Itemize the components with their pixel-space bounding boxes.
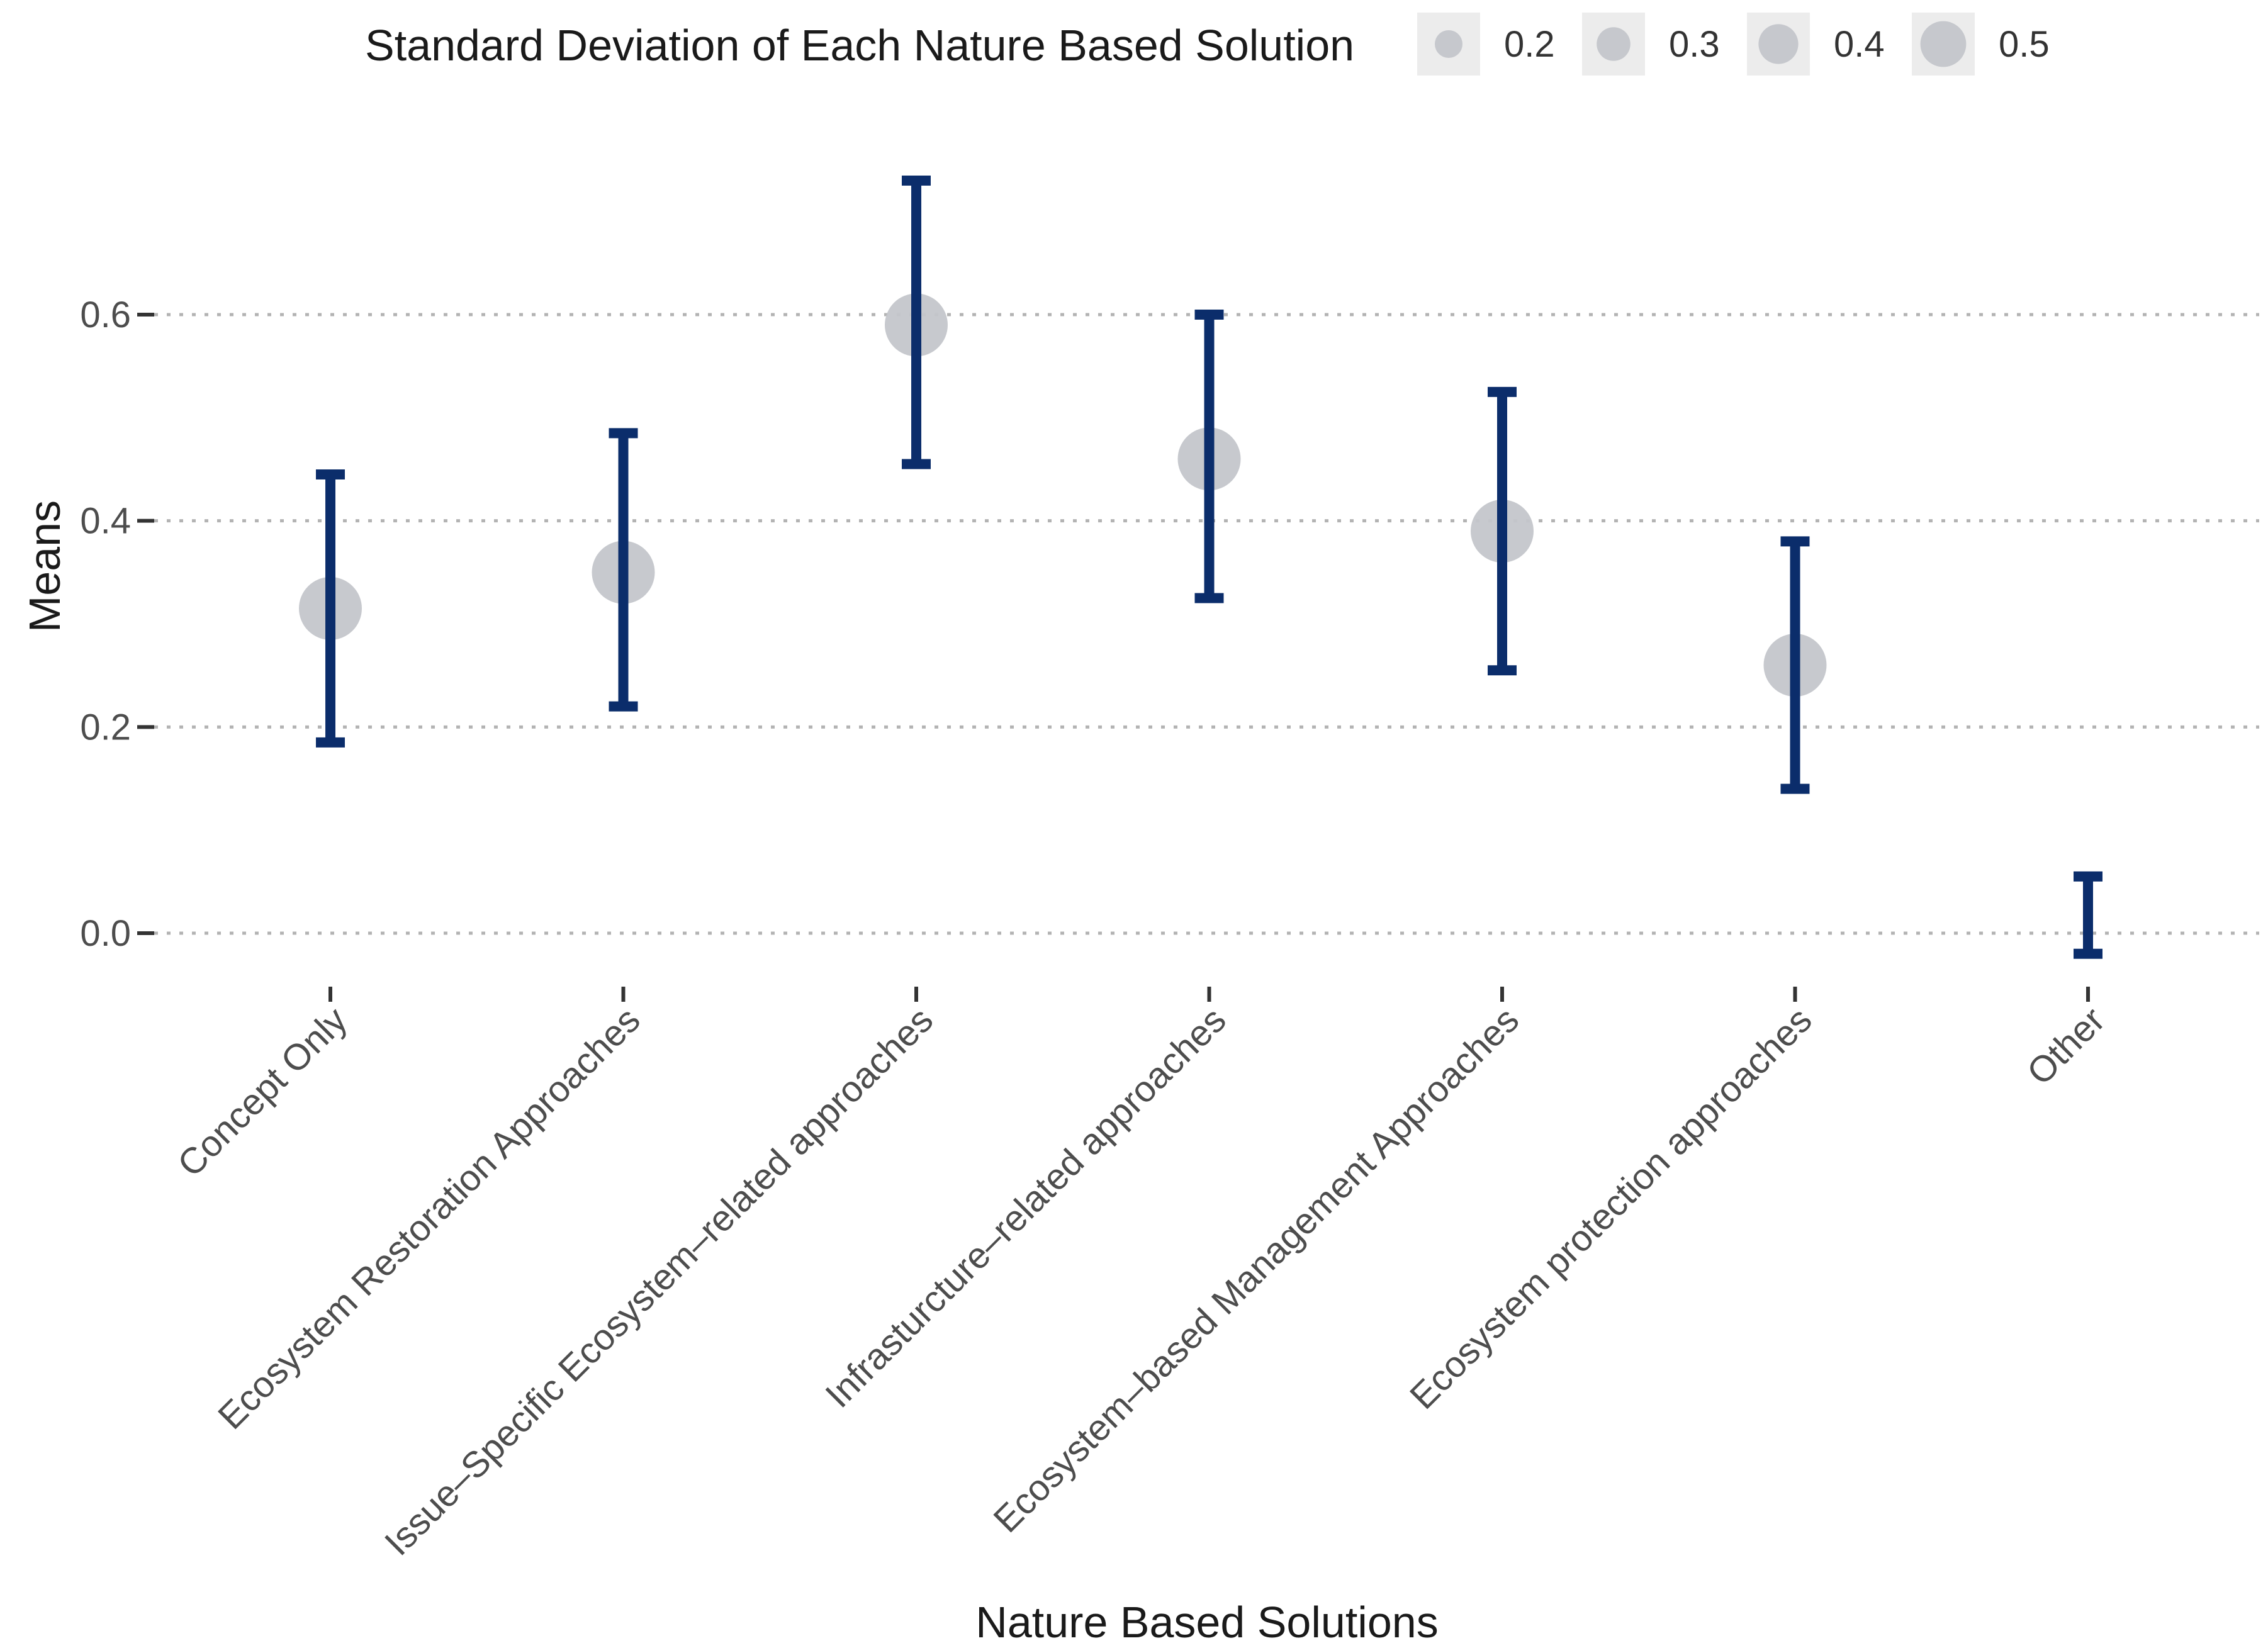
y-axis: 0.0 0.2 0.4 0.6 — [80, 294, 154, 954]
legend-entry-label: 0.3 — [1669, 24, 1720, 65]
x-tick-label: Ecosystem–based Management Approaches — [985, 999, 1527, 1540]
error-bar — [609, 428, 638, 712]
error-bar — [1194, 310, 1224, 603]
y-tick-label: 0.6 — [80, 294, 131, 335]
legend: Standard Deviation of Each Nature Based … — [365, 13, 2050, 76]
legend-keys: 0.2 0.3 0.4 0.5 — [1417, 13, 2050, 76]
error-bar — [2074, 871, 2102, 959]
error-bar — [1488, 386, 1517, 676]
x-tick-label: Other — [2019, 999, 2113, 1093]
legend-entry-label: 0.5 — [1999, 24, 2050, 65]
y-tick-label: 0.4 — [80, 501, 131, 542]
legend-key-point — [1758, 24, 1799, 64]
y-axis-title: Means — [20, 500, 69, 632]
error-bar — [1780, 536, 1810, 794]
error-bar — [902, 176, 931, 469]
legend-entry-label: 0.2 — [1504, 24, 1555, 65]
legend-key-point — [1435, 30, 1462, 58]
x-tick-label: Concept Only — [170, 999, 355, 1184]
legend-title: Standard Deviation of Each Nature Based … — [365, 21, 1354, 70]
x-tick-label: Issue–Specific Ecosystem–related approac… — [377, 999, 941, 1563]
legend-key-point — [1597, 27, 1631, 61]
y-tick-label: 0.2 — [80, 707, 131, 748]
y-tick-label: 0.0 — [80, 913, 131, 954]
error-bar — [316, 469, 345, 748]
legend-key-point — [1920, 21, 1967, 67]
legend-entry-label: 0.4 — [1834, 24, 1885, 65]
mean-points — [299, 293, 1827, 697]
error-bars — [316, 176, 2102, 959]
x-axis-title: Nature Based Solutions — [975, 1598, 1438, 1647]
